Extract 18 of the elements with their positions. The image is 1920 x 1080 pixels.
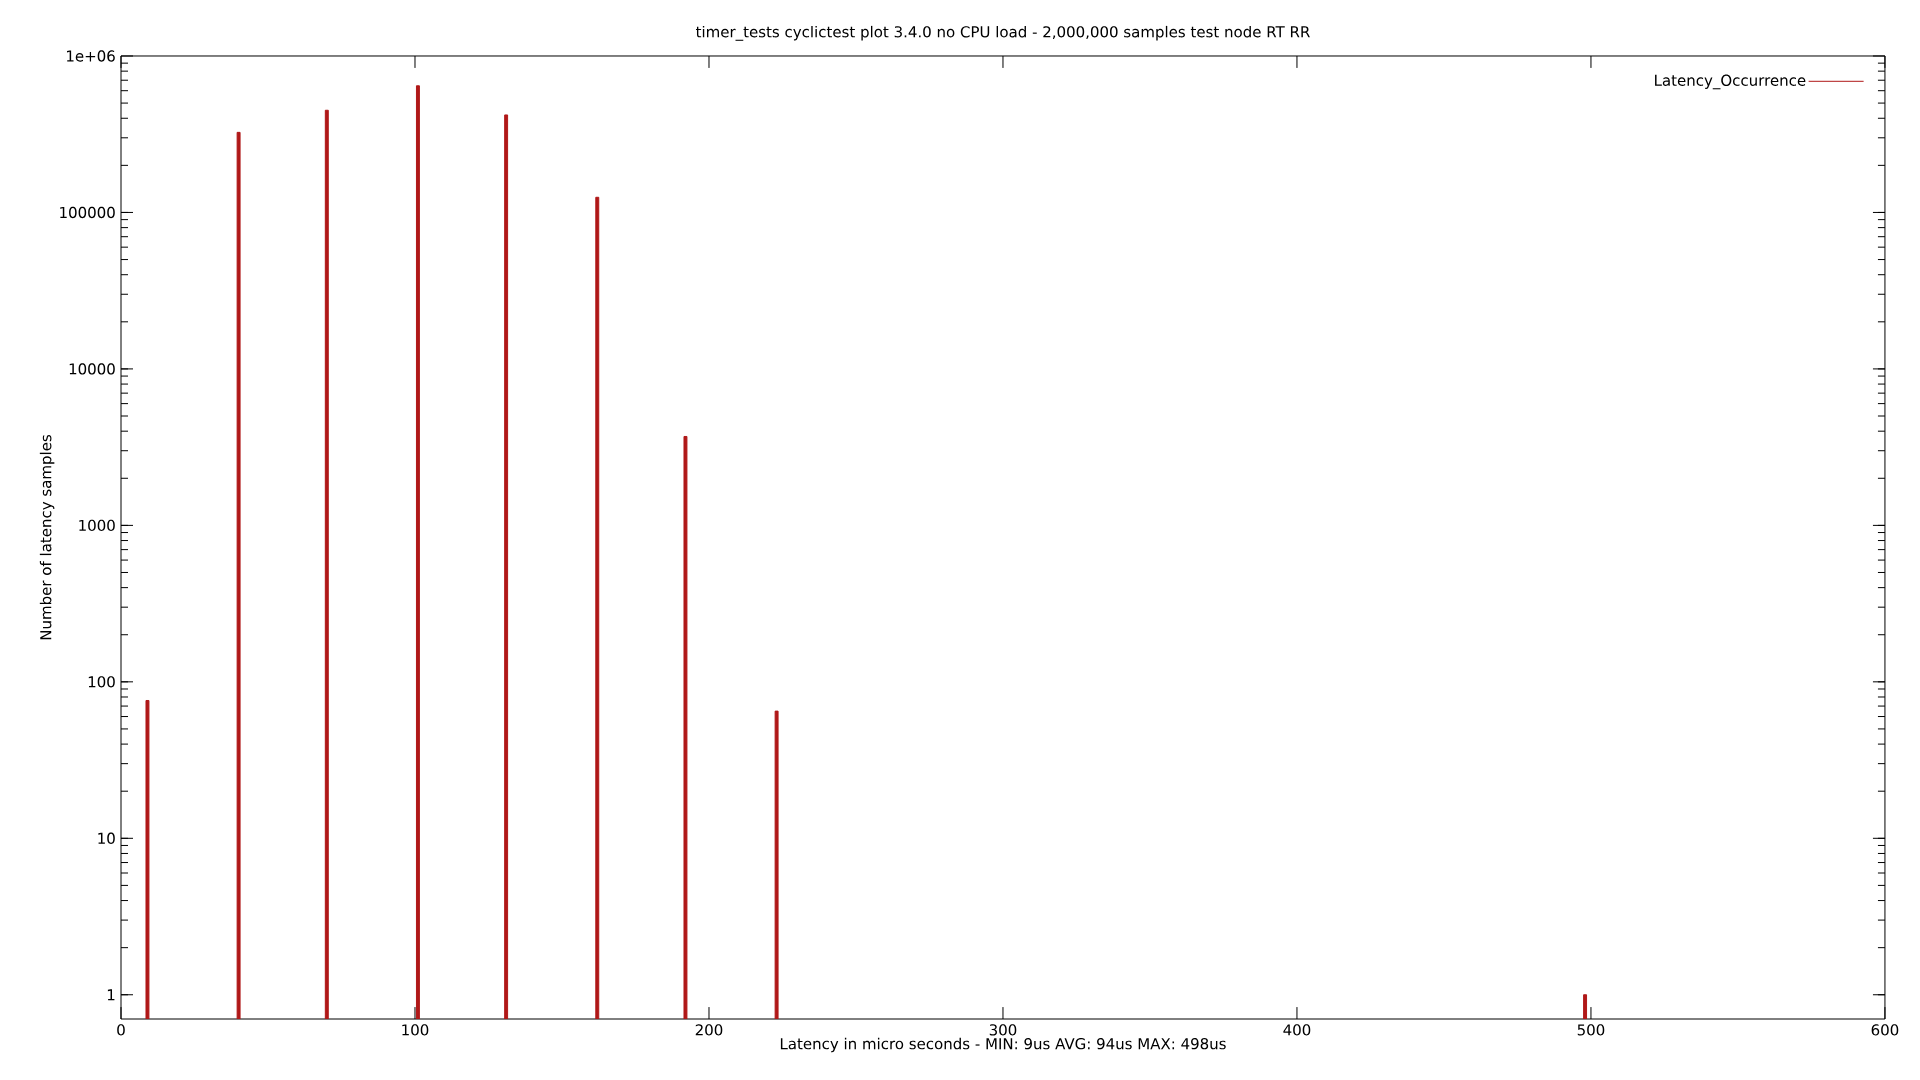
legend-label: Latency_Occurrence (1655, 74, 1806, 90)
chart-title: timer_tests cyclictest plot 3.4.0 no CPU load - 2,000,000 samples test node RT RR (696, 25, 1310, 41)
x-tick-label: 500 (1577, 1024, 1605, 1036)
y-tick-label: 1e+06 (67, 50, 115, 62)
x-axis-title: Latency in micro seconds - MIN: 9us AVG: 94us MAX: 498us (780, 1037, 1226, 1053)
x-tick-label: 0 (117, 1024, 125, 1036)
y-tick-label: 10 (98, 832, 115, 844)
y-tick-label: 1 (107, 989, 115, 1001)
x-tick-label: 600 (1871, 1024, 1899, 1036)
x-tick-label: 300 (989, 1024, 1017, 1036)
x-tick-label: 100 (402, 1024, 429, 1036)
y-tick-label: 100 (88, 676, 115, 688)
x-tick-label: 200 (695, 1024, 723, 1036)
y-tick-label: 1000 (79, 519, 115, 532)
x-tick-label: 400 (1283, 1024, 1311, 1036)
y-tick-label: 10000 (69, 363, 115, 375)
y-tick-label: 100000 (60, 206, 115, 219)
y-axis-title: Number of latency samples (39, 434, 55, 640)
